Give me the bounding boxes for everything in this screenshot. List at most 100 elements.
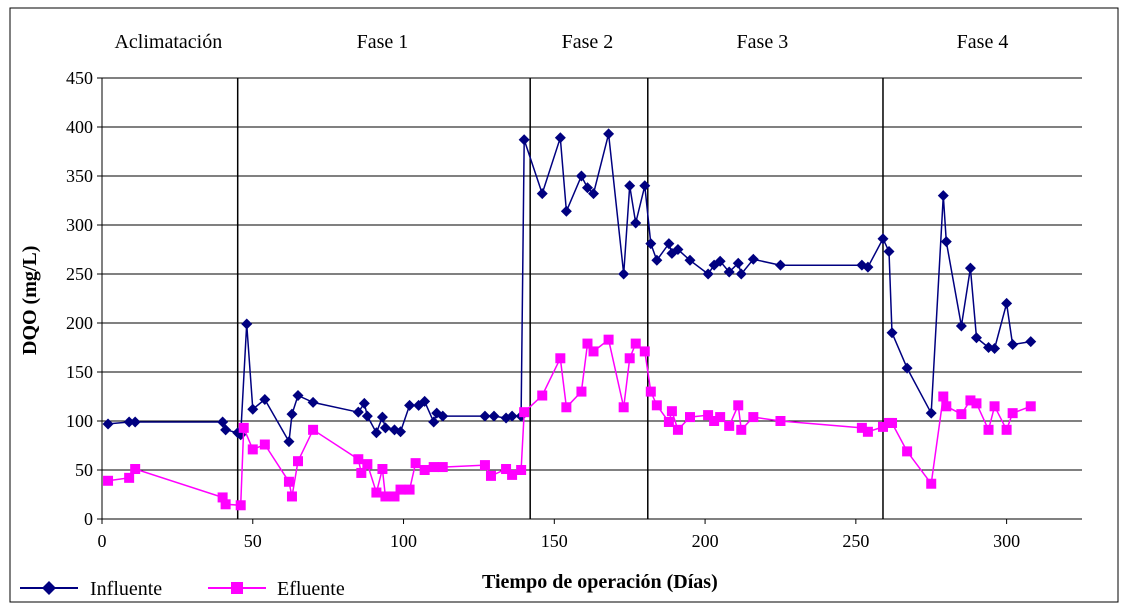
data-point-efluente — [926, 478, 937, 489]
data-point-influente — [624, 180, 636, 192]
data-point-efluente — [235, 500, 246, 511]
data-point-influente — [651, 254, 663, 266]
data-point-influente — [964, 262, 976, 274]
x-tick-label: 250 — [842, 531, 869, 551]
data-point-efluente — [989, 401, 1000, 412]
tick-labels: 0 50 100 150 200 250 300 350 400 450 0 50 100 150 200 2… — [66, 68, 1020, 551]
data-point-influente — [581, 182, 593, 194]
data-point-influente — [883, 245, 895, 257]
data-point-influente — [955, 320, 967, 332]
data-point-efluente — [685, 412, 695, 423]
y-tick-label: 300 — [66, 215, 93, 235]
data-point-influente — [774, 259, 786, 271]
data-point-efluente — [672, 424, 683, 435]
data-point-influente — [379, 422, 391, 434]
data-point-influente — [560, 205, 572, 217]
data-point-efluente — [507, 469, 518, 480]
data-point-influente — [714, 255, 726, 267]
y-tick-label: 400 — [66, 117, 93, 137]
phase-label: Fase 1 — [357, 31, 409, 53]
y-tick-label: 50 — [75, 460, 93, 480]
data-point-influente — [102, 418, 114, 430]
data-point-efluente — [956, 409, 967, 420]
data-point-influente — [684, 254, 696, 266]
data-point-influente — [352, 406, 364, 418]
data-point-efluente — [775, 416, 786, 426]
data-point-influente — [639, 180, 651, 192]
data-point-efluente — [103, 475, 114, 486]
data-point-influente — [376, 411, 388, 423]
data-point-efluente — [561, 402, 572, 413]
axes — [101, 78, 1082, 520]
data-point-efluente — [965, 395, 976, 406]
data-point-efluente — [428, 462, 439, 473]
data-point-efluente — [703, 410, 714, 421]
series-influente — [102, 128, 1037, 448]
data-point-efluente — [630, 338, 641, 349]
data-point-efluente — [516, 465, 527, 475]
data-point-influente — [506, 410, 518, 422]
data-point-influente — [536, 188, 548, 200]
y-tick-label: 250 — [66, 264, 93, 284]
data-point-influente — [292, 390, 304, 402]
data-point-efluente — [485, 470, 496, 481]
y-tick-label: 450 — [66, 68, 93, 88]
data-point-efluente — [220, 499, 231, 510]
data-point-efluente — [410, 458, 421, 469]
data-point-influente — [886, 327, 898, 339]
data-point-influente — [1001, 297, 1013, 309]
data-point-influente — [877, 233, 889, 245]
data-point-efluente — [479, 460, 490, 471]
legend-marker-efluente — [231, 582, 243, 594]
phase-label: Fase 4 — [957, 31, 1009, 53]
y-axis-title: DQO (mg/L) — [19, 246, 41, 355]
x-tick-label: 0 — [98, 531, 107, 551]
data-point-efluente — [618, 402, 629, 413]
data-point-efluente — [983, 424, 994, 435]
data-point-efluente — [902, 446, 913, 457]
x-tick-label: 150 — [541, 531, 568, 551]
data-point-efluente — [259, 439, 270, 450]
data-point-influente — [404, 399, 416, 411]
data-point-influente — [428, 416, 440, 428]
data-point-efluente — [356, 467, 367, 478]
data-point-influente — [603, 128, 615, 140]
data-point-efluente — [938, 391, 949, 402]
data-point-efluente — [887, 417, 898, 428]
data-point-influente — [259, 393, 271, 405]
data-point-influente — [307, 396, 319, 408]
data-point-efluente — [519, 407, 530, 418]
data-point-efluente — [624, 353, 635, 364]
data-point-efluente — [603, 334, 614, 345]
data-point-influente — [735, 268, 747, 280]
data-point-influente — [437, 410, 449, 422]
data-point-efluente — [1025, 401, 1036, 412]
data-point-efluente — [286, 491, 297, 502]
data-point-efluente — [715, 412, 726, 423]
data-point-influente — [286, 408, 298, 420]
legend-marker-influente — [42, 581, 56, 595]
data-point-efluente — [639, 346, 650, 357]
data-point-efluente — [501, 464, 512, 475]
data-point-efluente — [353, 454, 364, 465]
series-group — [102, 128, 1037, 511]
data-point-efluente — [588, 346, 599, 357]
data-point-influente — [618, 268, 630, 280]
data-point-efluente — [419, 465, 430, 475]
legend: Influente Efluente — [20, 578, 345, 600]
data-point-influente — [1025, 336, 1037, 348]
data-point-influente — [702, 268, 714, 280]
data-point-influente — [940, 236, 952, 248]
data-point-influente — [937, 190, 949, 202]
data-point-influente — [247, 403, 259, 415]
data-point-influente — [241, 318, 253, 330]
data-point-influente — [358, 397, 370, 409]
data-point-influente — [747, 253, 759, 265]
data-point-efluente — [856, 422, 867, 433]
data-point-efluente — [663, 416, 674, 427]
y-tick-label: 0 — [84, 509, 93, 529]
data-point-efluente — [371, 487, 382, 498]
data-point-influente — [370, 427, 382, 439]
chart-frame — [9, 7, 1119, 603]
